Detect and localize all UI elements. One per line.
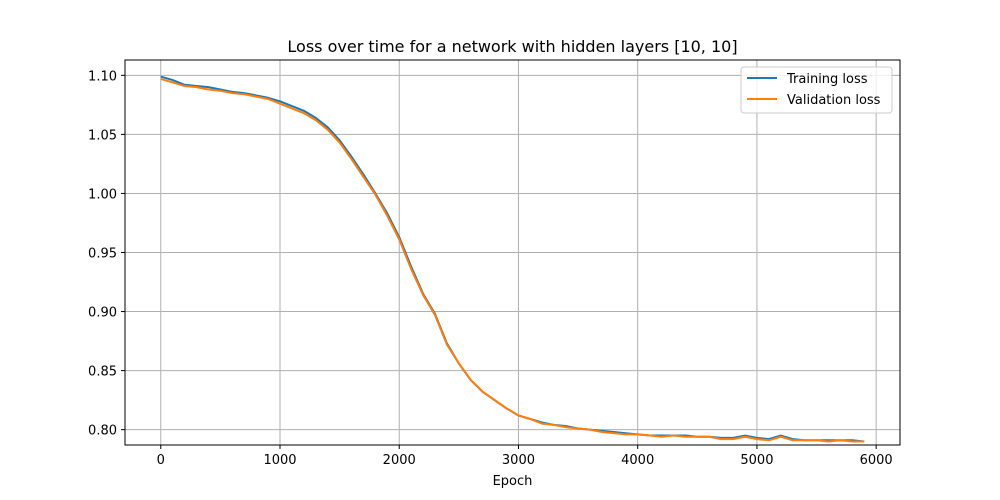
axes: 0 1000 2000 3000 4000 5000 6000 0.80 0.85 0.90 0.9… (88, 69, 893, 468)
x-tick-label: 5000 (740, 453, 773, 468)
x-tick-label: 0 (157, 453, 165, 468)
validation-loss-line (160, 77, 865, 443)
legend-box (740, 66, 893, 114)
y-tick-label: 0.90 (88, 306, 117, 321)
legend-label-training: Training loss (786, 72, 868, 87)
grid (125, 60, 900, 445)
legend: Training loss Validation loss (740, 66, 893, 114)
x-tick-label: 2000 (383, 453, 416, 468)
y-tick-label: 0.80 (88, 424, 117, 439)
y-tick-label: 0.85 (88, 365, 117, 380)
x-tick-label: 4000 (621, 453, 654, 468)
x-tick-label: 1000 (263, 453, 296, 468)
y-tick-label: 1.05 (88, 128, 117, 143)
y-tick-label: 1.10 (88, 69, 117, 84)
x-axis-label: Epoch (493, 474, 533, 489)
training-loss-line (160, 75, 865, 443)
x-tick-label: 6000 (860, 453, 893, 468)
legend-label-validation: Validation loss (787, 93, 881, 108)
y-tick-label: 0.95 (88, 247, 117, 262)
series-lines (160, 75, 865, 443)
x-tick-label: 3000 (502, 453, 535, 468)
chart-title: Loss over time for a network with hidden… (287, 37, 737, 56)
y-tick-label: 1.00 (88, 187, 117, 202)
